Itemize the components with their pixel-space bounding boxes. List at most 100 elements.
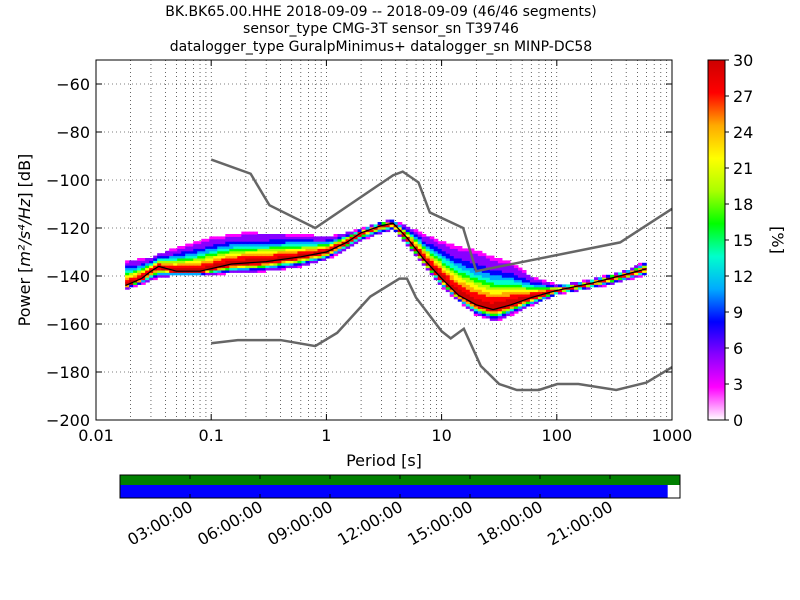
density-cell <box>505 267 511 271</box>
density-cell <box>225 246 230 249</box>
density-cell <box>461 277 467 281</box>
density-cell <box>289 255 295 259</box>
density-cell <box>493 262 499 266</box>
density-cell <box>445 270 451 273</box>
density-cell <box>193 272 198 276</box>
density-cell <box>618 279 623 283</box>
density-cell <box>253 234 258 237</box>
density-cell <box>489 306 495 309</box>
density-cell <box>517 279 523 283</box>
density-cell <box>441 267 447 271</box>
density-cell <box>329 253 335 257</box>
data-coverage-bar: 03:00:0006:00:0009:00:0012:00:0015:00:00… <box>119 474 681 549</box>
density-cell <box>393 229 399 233</box>
density-cell <box>229 236 234 240</box>
density-cell <box>421 253 427 257</box>
density-cell <box>437 250 443 254</box>
time-tick-label: 18:00:00 <box>474 497 546 549</box>
density-cell <box>477 313 483 317</box>
density-cell <box>465 282 471 285</box>
density-cell <box>309 250 315 254</box>
density-cell <box>465 286 471 290</box>
density-cell <box>485 282 491 285</box>
density-cell <box>457 274 463 278</box>
density-cell <box>385 222 391 225</box>
coverage-green-strip <box>120 475 680 485</box>
density-cell <box>125 279 130 283</box>
density-cell <box>329 250 335 254</box>
density-cell <box>525 277 531 281</box>
density-cell <box>141 260 146 264</box>
density-cell <box>285 265 291 269</box>
density-cell <box>189 265 194 269</box>
density-cell <box>193 241 198 245</box>
density-cell <box>233 236 238 240</box>
density-cell <box>209 255 214 259</box>
density-cell <box>445 289 451 293</box>
density-cell <box>293 250 299 254</box>
density-cell <box>453 284 459 288</box>
density-cell <box>245 236 250 240</box>
density-cell <box>401 236 407 240</box>
density-cell <box>441 262 447 266</box>
density-cell <box>521 284 527 288</box>
density-cell <box>249 267 254 271</box>
density-cell <box>433 274 439 278</box>
density-cell <box>229 238 234 242</box>
density-cell <box>594 277 599 281</box>
density-cell <box>225 270 230 273</box>
density-cell <box>481 289 487 293</box>
density-cell <box>313 248 319 252</box>
density-cell <box>513 284 519 288</box>
mode-curve <box>125 222 647 311</box>
noise-model-curves <box>210 158 673 392</box>
density-cell <box>461 250 467 254</box>
density-cell <box>197 241 202 245</box>
density-cell <box>137 262 142 266</box>
density-cell <box>509 298 515 302</box>
density-cell <box>461 262 467 266</box>
density-cell <box>533 294 539 297</box>
density-cell <box>529 277 535 281</box>
density-cell <box>533 296 539 300</box>
density-cell <box>509 313 515 317</box>
density-cell <box>497 282 503 285</box>
density-cell <box>473 282 479 285</box>
density-cell <box>289 241 295 245</box>
density-cell <box>353 236 359 240</box>
density-cell <box>626 270 631 273</box>
density-cell <box>345 234 351 237</box>
density-cell <box>513 270 519 273</box>
density-cell <box>493 318 499 321</box>
density-cell <box>445 267 451 271</box>
density-cell <box>285 262 291 266</box>
density-cell <box>473 306 479 309</box>
density-cell <box>433 260 439 264</box>
density-cell <box>253 238 258 242</box>
density-cell <box>485 274 491 278</box>
density-cell <box>137 265 142 269</box>
y-tick-label: −180 <box>46 363 90 382</box>
density-cell <box>145 265 150 269</box>
density-cell <box>489 277 495 281</box>
density-cell <box>642 272 647 276</box>
density-cell <box>317 246 323 249</box>
density-cell <box>485 310 491 314</box>
density-cell <box>285 258 291 261</box>
density-cell <box>465 272 471 276</box>
density-cell <box>413 246 419 249</box>
density-cell <box>638 274 643 278</box>
density-cell <box>217 260 222 264</box>
density-cell <box>265 236 270 240</box>
density-cell <box>245 241 250 245</box>
density-cell <box>277 238 283 242</box>
colorbar-tick-label: 30 <box>733 51 753 70</box>
density-cell <box>265 255 270 259</box>
density-cell <box>365 236 371 240</box>
density-cell <box>153 262 158 266</box>
density-cell <box>409 229 415 233</box>
x-tick-label: 0.1 <box>198 426 223 445</box>
density-cell <box>421 243 427 247</box>
density-cell <box>205 246 210 249</box>
density-cell <box>477 265 483 269</box>
